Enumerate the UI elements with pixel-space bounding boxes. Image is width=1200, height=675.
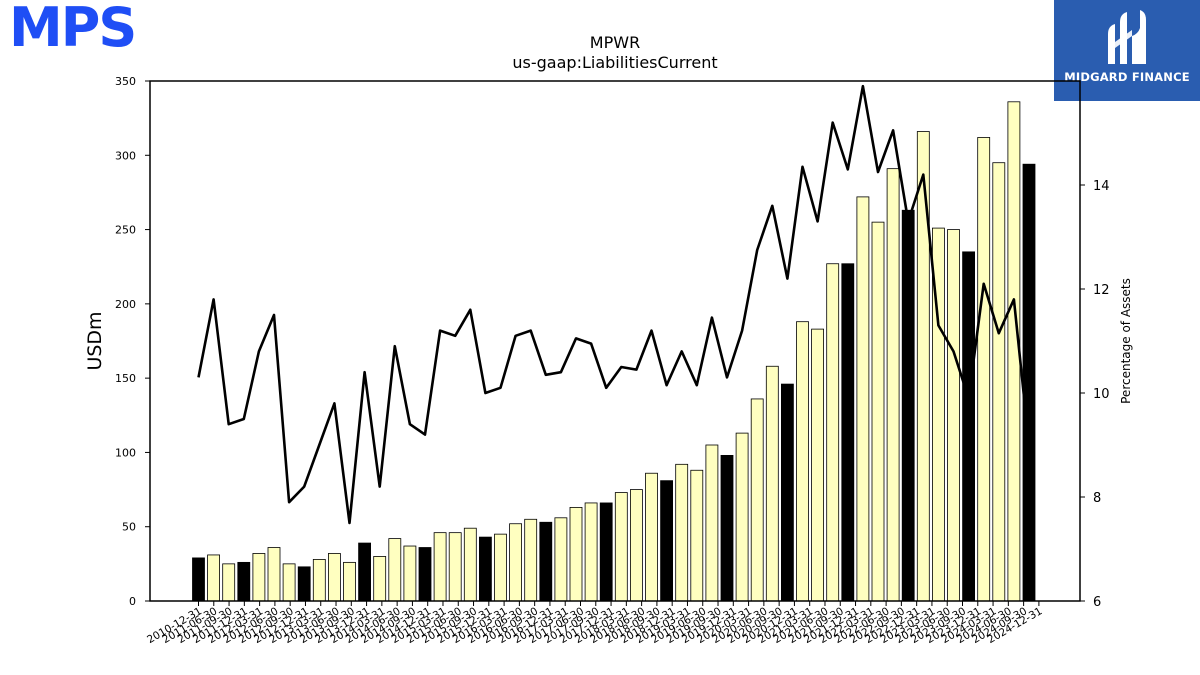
midgard-finance-logo: MIDGARD FINANCE <box>1054 0 1200 101</box>
y2-tick-label: 8 <box>1093 491 1101 506</box>
bar <box>856 196 870 602</box>
y-tick-label: 250 <box>115 224 136 237</box>
bar <box>675 463 689 602</box>
bar <box>509 523 523 602</box>
bar <box>645 472 658 602</box>
bar <box>660 480 673 602</box>
bar <box>252 553 266 602</box>
bar <box>358 542 372 602</box>
bar <box>569 506 583 602</box>
bar <box>463 527 477 602</box>
y-tick-label: 150 <box>115 372 136 385</box>
bar <box>297 566 311 602</box>
bar <box>796 321 809 602</box>
y2-tick-label: 10 <box>1093 387 1110 402</box>
mps-logo: MPS <box>4 0 154 58</box>
bar <box>720 454 734 602</box>
bar <box>584 502 598 602</box>
bar <box>494 533 507 602</box>
y-tick-label: 200 <box>115 298 136 311</box>
bar <box>871 221 885 602</box>
bar <box>977 137 991 602</box>
bar <box>599 502 613 602</box>
y-tick-label: 50 <box>122 521 136 534</box>
bar <box>765 365 779 602</box>
percentage-line <box>197 84 1031 525</box>
bar <box>992 162 1006 602</box>
bar <box>312 559 326 602</box>
y-tick-label: 0 <box>129 595 136 608</box>
chart-title: MPWR <box>590 33 640 52</box>
y-axis: 0 50 100 150 200 250 300 350 <box>115 75 150 608</box>
bar <box>207 554 221 602</box>
bar <box>478 536 492 602</box>
bar <box>539 521 553 602</box>
y2-tick-label: 12 <box>1093 283 1110 298</box>
y-tick-label: 350 <box>115 75 136 88</box>
bar <box>388 538 402 602</box>
bar <box>373 556 387 602</box>
bar <box>690 469 704 602</box>
bar <box>901 209 915 602</box>
bar <box>343 561 356 602</box>
x-axis: 2010-12-312011-06-302011-09-302011-12-31… <box>145 601 1044 646</box>
bar <box>735 432 749 602</box>
plot-frame <box>149 80 1081 602</box>
bar <box>448 532 462 602</box>
bar <box>418 547 432 602</box>
bar-series <box>192 101 1036 602</box>
midgard-logo-text: MIDGARD FINANCE <box>1064 70 1190 84</box>
bar <box>781 383 794 602</box>
bar <box>614 492 628 602</box>
y-tick-label: 300 <box>115 149 136 162</box>
bar <box>750 398 764 602</box>
midgard-emblem-icon <box>1108 10 1146 64</box>
y2-axis: 6 8 10 12 14 <box>1080 179 1110 610</box>
bar <box>433 532 447 602</box>
y2-tick-label: 14 <box>1093 179 1110 194</box>
bar <box>886 168 900 602</box>
bar <box>192 557 205 602</box>
bar <box>1022 163 1036 602</box>
bar <box>327 553 341 602</box>
bar <box>222 563 236 602</box>
bar <box>705 444 719 602</box>
bar <box>267 547 281 602</box>
bar <box>841 263 855 602</box>
mps-logo-text: MPS <box>9 0 137 59</box>
bar <box>962 251 975 602</box>
bar <box>554 517 568 602</box>
line-series <box>197 84 1031 525</box>
y2-tick-label: 6 <box>1093 595 1101 610</box>
bar <box>811 328 824 602</box>
y-axis-label: USDm <box>84 311 106 370</box>
bar <box>237 561 251 602</box>
bar <box>403 545 417 602</box>
bar <box>282 563 296 602</box>
bar <box>916 131 930 602</box>
y-tick-label: 100 <box>115 446 136 459</box>
bar <box>826 263 840 602</box>
bar <box>947 229 960 602</box>
bar <box>524 518 538 602</box>
y2-axis-label: Percentage of Assets <box>1119 278 1133 404</box>
bar <box>630 489 643 602</box>
chart-subtitle: us-gaap:LiabilitiesCurrent <box>512 53 717 72</box>
